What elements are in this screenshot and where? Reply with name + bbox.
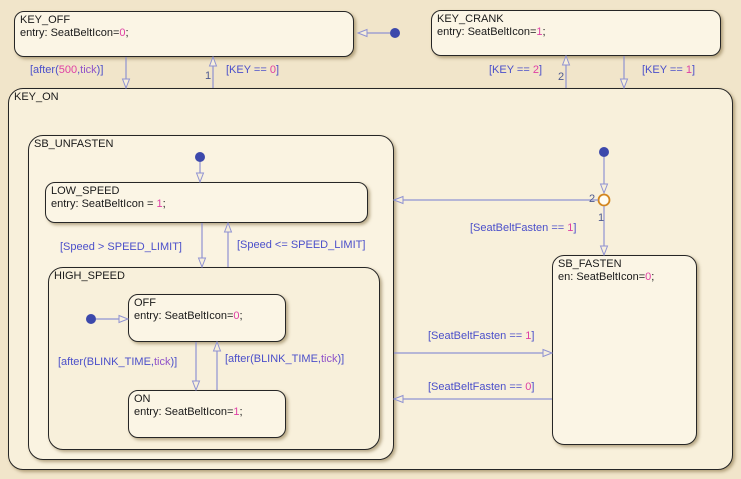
execution-order-key-crank: 2 bbox=[558, 71, 565, 83]
transition-label-fasten-eq-1[interactable]: [SeatBeltFasten == 1] bbox=[428, 330, 535, 342]
execution-order-junction-1: 1 bbox=[598, 212, 605, 224]
state-key-crank-name: KEY_CRANK bbox=[437, 13, 504, 25]
state-key-crank-body: entry: SeatBeltIcon=1; bbox=[437, 26, 546, 38]
state-off[interactable]: OFF entry: SeatBeltIcon=0; bbox=[128, 294, 286, 342]
transition-label-key-eq-1[interactable]: [KEY == 1] bbox=[642, 64, 696, 76]
state-on-body: entry: SeatBeltIcon=1; bbox=[134, 406, 243, 418]
state-sb-fasten-name: SB_FASTEN bbox=[558, 258, 622, 270]
state-key-crank[interactable]: KEY_CRANK entry: SeatBeltIcon=1; bbox=[431, 10, 721, 56]
state-key-off[interactable]: KEY_OFF entry: SeatBeltIcon=0; bbox=[14, 11, 354, 57]
transition-label-speed-le[interactable]: [Speed <= SPEED_LIMIT] bbox=[237, 239, 366, 251]
state-key-off-name: KEY_OFF bbox=[20, 14, 71, 26]
state-off-body: entry: SeatBeltIcon=0; bbox=[134, 310, 243, 322]
initial-state-dot[interactable] bbox=[390, 28, 400, 38]
state-low-speed-body: entry: SeatBeltIcon = 1; bbox=[51, 198, 166, 210]
transition-label-fasten-eq-0[interactable]: [SeatBeltFasten == 0] bbox=[428, 381, 535, 393]
transition-label-blink-right[interactable]: [after(BLINK_TIME,tick)] bbox=[225, 353, 345, 365]
transition-label-key-eq-2[interactable]: [KEY == 2] bbox=[489, 64, 543, 76]
default-transition-key-off[interactable] bbox=[356, 28, 400, 38]
state-off-name: OFF bbox=[134, 297, 156, 309]
state-key-on-name: KEY_ON bbox=[14, 91, 59, 103]
transition-label-after-500[interactable]: [after(500,tick)] bbox=[30, 64, 104, 76]
state-low-speed[interactable]: LOW_SPEED entry: SeatBeltIcon = 1; bbox=[45, 182, 368, 223]
state-on[interactable]: ON entry: SeatBeltIcon=1; bbox=[128, 390, 286, 438]
state-key-off-body: entry: SeatBeltIcon=0; bbox=[20, 27, 129, 39]
execution-order-key-off: 1 bbox=[205, 70, 212, 82]
transition-key-eq-1[interactable] bbox=[619, 56, 629, 90]
transition-label-key-eq-0[interactable]: [KEY == 0] bbox=[226, 64, 280, 76]
state-on-name: ON bbox=[134, 393, 151, 405]
state-low-speed-name: LOW_SPEED bbox=[51, 185, 120, 197]
state-sb-unfasten-name: SB_UNFASTEN bbox=[34, 138, 114, 150]
execution-order-junction-2: 2 bbox=[589, 193, 596, 205]
state-sb-fasten-body: en: SeatBeltIcon=0; bbox=[558, 271, 655, 283]
transition-label-speed-gt[interactable]: [Speed > SPEED_LIMIT] bbox=[60, 241, 182, 253]
transition-after-500[interactable] bbox=[121, 57, 131, 90]
state-sb-fasten[interactable]: SB_FASTEN en: SeatBeltIcon=0; bbox=[552, 255, 697, 445]
transition-label-blink-left[interactable]: [after(BLINK_TIME,tick)] bbox=[58, 356, 178, 368]
state-high-speed-name: HIGH_SPEED bbox=[54, 270, 125, 282]
transition-label-fasten-junction[interactable]: [SeatBeltFasten == 1] bbox=[470, 222, 577, 234]
